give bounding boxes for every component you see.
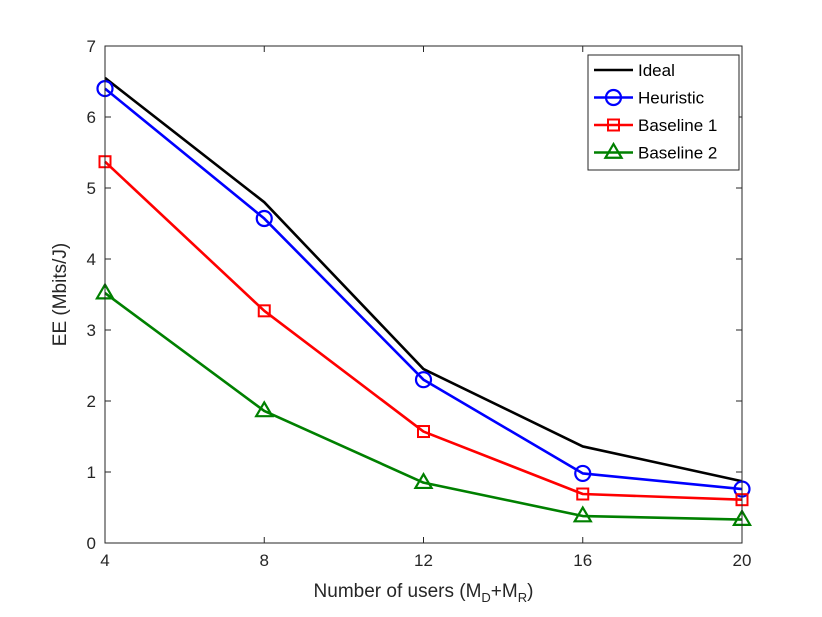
series-line-heuristic: [104, 87, 743, 491]
series-line-baseline-1: [104, 160, 743, 501]
legend-item-baseline-1: Baseline 1: [594, 116, 717, 135]
series-ideal: [104, 76, 743, 483]
y-tick-label: 6: [87, 108, 96, 127]
legend-swatch-marker: [603, 141, 624, 159]
legend-item-baseline-2: Baseline 2: [594, 141, 717, 163]
x-axis-title-mid: +M: [491, 581, 518, 602]
x-axis-title-subscript-d: D: [481, 590, 490, 605]
legend-label: Baseline 2: [638, 144, 717, 163]
y-tick-label: 0: [87, 534, 96, 553]
legend-swatch-marker: [604, 88, 623, 107]
x-tick-label: 12: [414, 551, 433, 570]
series-layer: [95, 76, 752, 526]
series-line-ideal: [104, 76, 743, 483]
data-point-heuristic-12: [414, 371, 433, 389]
series-line-baseline-2: [104, 292, 743, 521]
x-tick-label: 16: [573, 551, 592, 570]
legend-item-heuristic: Heuristic: [594, 89, 705, 108]
legend-item-ideal: Ideal: [594, 61, 675, 80]
data-point-baseline-1-16: [576, 487, 590, 501]
x-axis-title-suffix: ): [527, 581, 533, 602]
y-tick-label: 4: [87, 250, 96, 269]
x-axis-title-subscript-r: R: [518, 590, 527, 605]
legend-label: Baseline 1: [638, 116, 717, 135]
legend: Ideal Heuristic Baseline 1 Baseline 2: [587, 54, 740, 171]
data-point-baseline-2-16: [572, 505, 593, 523]
x-tick-label: 4: [100, 551, 109, 570]
data-point-baseline-1-8: [257, 304, 271, 318]
series-heuristic: [96, 79, 751, 498]
y-tick-label: 5: [87, 179, 96, 198]
data-point-heuristic-8: [255, 209, 273, 228]
x-axis-title-prefix: Number of users (M: [314, 581, 482, 602]
legend-swatch-marker: [607, 118, 620, 132]
series-baseline-2: [95, 282, 752, 526]
data-point-baseline-1-12: [417, 425, 430, 439]
y-tick-label: 7: [87, 37, 96, 56]
x-axis-title: Number of users (MD+MR): [314, 581, 534, 605]
legend-box: [587, 54, 740, 171]
y-tick-label: 1: [87, 463, 96, 482]
legend-label: Heuristic: [638, 89, 705, 108]
x-tick-label: 8: [260, 551, 269, 570]
y-tick-label: 2: [87, 392, 96, 411]
x-tick-label: 20: [733, 551, 752, 570]
data-point-heuristic-16: [574, 464, 592, 483]
y-tick-label: 3: [87, 321, 96, 340]
data-point-baseline-2-12: [413, 471, 434, 490]
legend-label: Ideal: [638, 61, 675, 80]
data-point-baseline-2-8: [254, 400, 275, 418]
y-axis-title: EE (Mbits/J): [50, 243, 71, 346]
